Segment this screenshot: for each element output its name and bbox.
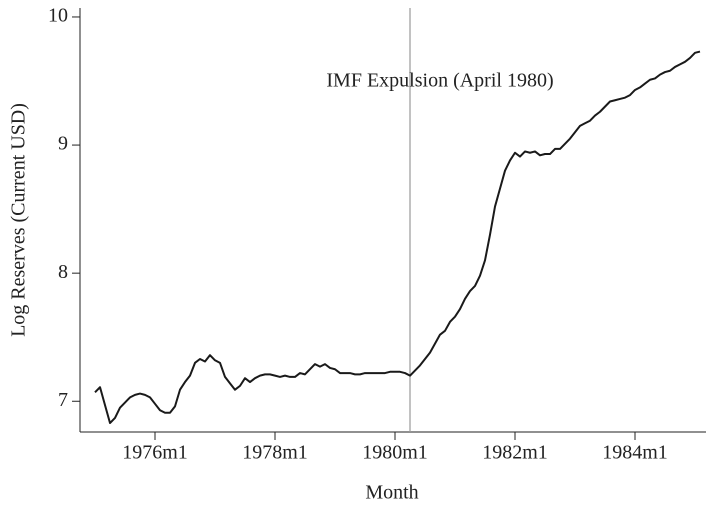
event-label: IMF Expulsion (April 1980) (326, 70, 553, 92)
y-tick-label: 10 (48, 5, 68, 27)
x-tick-label: 1984m1 (602, 442, 668, 464)
y-tick-label: 7 (58, 389, 68, 411)
x-tick-label: 1978m1 (242, 442, 308, 464)
y-tick-label: 8 (58, 261, 68, 283)
y-tick-label: 9 (58, 133, 68, 155)
x-tick-label: 1982m1 (482, 442, 548, 464)
y-axis-title: Log Reserves (Current USD) (8, 103, 30, 337)
x-axis-title: Month (365, 482, 418, 504)
x-tick-label: 1976m1 (122, 442, 188, 464)
series-line (94, 50, 701, 425)
x-tick-label: 1980m1 (362, 442, 428, 464)
